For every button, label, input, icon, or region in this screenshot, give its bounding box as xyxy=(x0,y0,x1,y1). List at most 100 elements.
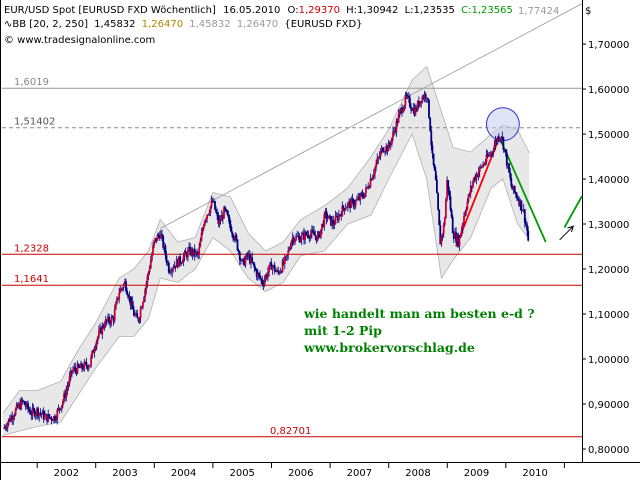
candle-body xyxy=(20,399,23,409)
candle-body xyxy=(215,209,217,213)
candle-body xyxy=(486,154,489,157)
candle-body xyxy=(431,145,434,154)
candle-body xyxy=(253,263,256,268)
candle-body xyxy=(126,290,128,295)
level-label: 0,82701 xyxy=(270,426,311,437)
candle-body xyxy=(428,99,430,118)
candle-body xyxy=(464,212,466,216)
candle-body xyxy=(84,362,87,364)
candle-body xyxy=(465,209,468,213)
candle-body xyxy=(321,223,323,230)
candle-body xyxy=(341,205,344,217)
header-symbol: EUR/USD Spot [EURUSD FXD Wöchentlich] xyxy=(4,5,216,16)
candle-body xyxy=(47,414,50,422)
candle-body xyxy=(58,407,61,409)
candle-body xyxy=(200,233,203,241)
candle-body xyxy=(13,415,16,418)
candle-body xyxy=(156,234,159,241)
candle-body xyxy=(145,283,148,290)
arrow-head-icon xyxy=(567,225,574,233)
candle-body xyxy=(447,180,450,191)
candle-body xyxy=(367,186,370,189)
candle-body xyxy=(452,233,455,239)
candle-body xyxy=(85,362,88,366)
candle-body xyxy=(67,383,70,387)
candle-body xyxy=(238,251,241,261)
header-bb-v3: 1,45832 xyxy=(189,19,230,30)
candle-body xyxy=(513,186,516,193)
candle-body xyxy=(33,409,36,417)
candle-body xyxy=(46,414,48,422)
candle-body xyxy=(49,417,52,419)
bollinger-lower xyxy=(3,133,530,436)
candle-body xyxy=(197,252,199,255)
y-tick-label: 1,00000 xyxy=(588,355,629,366)
candle-body xyxy=(386,145,389,152)
candle-body xyxy=(243,258,246,266)
candle-body xyxy=(249,254,251,264)
candle-body xyxy=(440,235,443,245)
candle-body xyxy=(449,196,452,210)
candle-body xyxy=(21,399,24,401)
candle-body xyxy=(314,235,317,237)
header-open-label: O: xyxy=(288,5,299,16)
candle-body xyxy=(25,402,28,407)
candle-body xyxy=(395,120,398,133)
candle-body xyxy=(214,201,216,210)
candle-body xyxy=(42,411,45,420)
candle-body xyxy=(242,258,244,261)
candle-body xyxy=(295,236,297,240)
candle-body xyxy=(138,318,141,322)
candle-body xyxy=(118,293,121,300)
price-candles xyxy=(3,90,530,433)
candle-body xyxy=(427,98,429,100)
candle-body xyxy=(306,234,309,236)
candle-body xyxy=(377,157,380,159)
candle-body xyxy=(226,210,229,215)
candle-body xyxy=(466,201,469,210)
candle-body xyxy=(223,207,225,219)
candle-body xyxy=(269,262,272,266)
candle-body xyxy=(213,201,215,202)
candle-body xyxy=(396,120,399,123)
candle-body xyxy=(94,346,97,350)
candle-body xyxy=(514,192,517,195)
header-bb: BB [20, 2, 250] xyxy=(12,19,88,30)
candle-body xyxy=(477,172,480,177)
candle-body xyxy=(241,260,243,261)
candle-body xyxy=(142,302,144,308)
candle-body xyxy=(446,180,448,200)
candle-body xyxy=(370,178,373,181)
candle-body xyxy=(474,177,477,180)
candle-body xyxy=(277,270,279,272)
candle-body xyxy=(63,393,65,402)
y-tick-label: 1,20000 xyxy=(588,265,629,276)
candle-body xyxy=(288,249,291,251)
candle-body xyxy=(372,173,375,177)
candle-body xyxy=(174,265,177,268)
trend-line xyxy=(160,3,583,229)
candle-body xyxy=(491,152,493,153)
candle-body xyxy=(389,144,392,145)
candle-body xyxy=(182,256,185,263)
candle-body xyxy=(206,215,208,219)
candle-body xyxy=(344,208,347,211)
candle-body xyxy=(420,101,423,103)
candle-body xyxy=(378,156,381,158)
candle-body xyxy=(512,186,515,190)
candle-body xyxy=(398,110,401,115)
candle-body xyxy=(5,427,8,429)
candle-body xyxy=(178,256,180,267)
candle-body xyxy=(473,177,475,182)
candle-body xyxy=(264,275,267,280)
candle-body xyxy=(7,418,10,423)
candle-body xyxy=(385,145,388,152)
candle-body xyxy=(307,234,310,238)
candle-body xyxy=(315,236,318,241)
candle-body xyxy=(481,166,483,168)
candle-body xyxy=(6,422,9,428)
candle-body xyxy=(325,211,328,219)
candle-body xyxy=(382,147,384,152)
candle-body xyxy=(125,281,127,291)
candle-body xyxy=(261,279,264,284)
